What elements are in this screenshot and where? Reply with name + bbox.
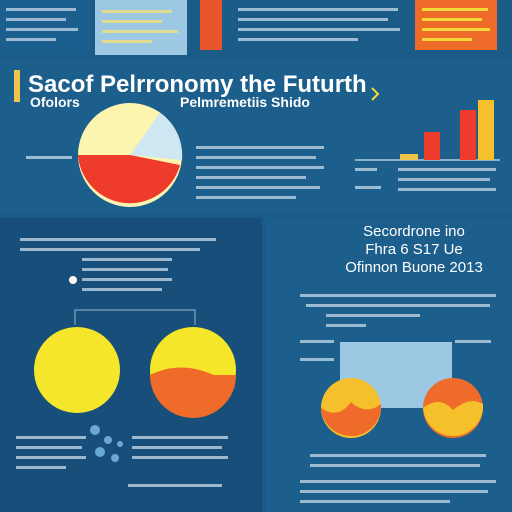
subtitle: Pelmremetiis Shido xyxy=(180,94,310,110)
circle-decoration xyxy=(34,327,120,413)
panel xyxy=(95,0,187,55)
arrow xyxy=(371,87,380,101)
bar-decoration xyxy=(355,100,500,161)
bar-decoration xyxy=(200,0,222,50)
text-lines xyxy=(355,168,496,191)
text-lines xyxy=(102,10,178,43)
circle-decoration xyxy=(321,402,382,437)
text-lines xyxy=(6,8,78,41)
text-lines xyxy=(300,294,496,361)
title-line: Fhra 6 S17 Ue xyxy=(365,241,463,258)
pie-decoration xyxy=(78,103,183,207)
panel xyxy=(415,0,497,50)
bottom-left xyxy=(0,218,262,512)
text-lines xyxy=(238,8,400,41)
bullet xyxy=(69,276,77,284)
accent xyxy=(14,70,20,102)
text-lines xyxy=(16,436,228,487)
title-line: Ofinnon Buone 2013 xyxy=(345,259,483,276)
connector xyxy=(74,309,196,325)
text-lines xyxy=(300,454,496,503)
dots xyxy=(90,425,123,462)
middle-section: Sacof Pelrronomy the Futurth Ofolors Pel… xyxy=(0,58,512,213)
text-lines xyxy=(20,238,216,291)
bottom-right: Secordrone ino Fhra 6 S17 Ue Ofinnon Buo… xyxy=(266,218,512,512)
circle-decoration xyxy=(423,401,484,437)
circle-decoration xyxy=(150,367,236,418)
title: Sacof Pelrronomy the Futurth xyxy=(28,71,367,98)
subtitle: Ofolors xyxy=(30,94,80,110)
title-line: Secordrone ino xyxy=(363,223,465,240)
text-lines xyxy=(422,8,490,41)
text-lines xyxy=(196,146,324,199)
top-strip xyxy=(0,0,497,55)
text-line xyxy=(26,156,72,159)
